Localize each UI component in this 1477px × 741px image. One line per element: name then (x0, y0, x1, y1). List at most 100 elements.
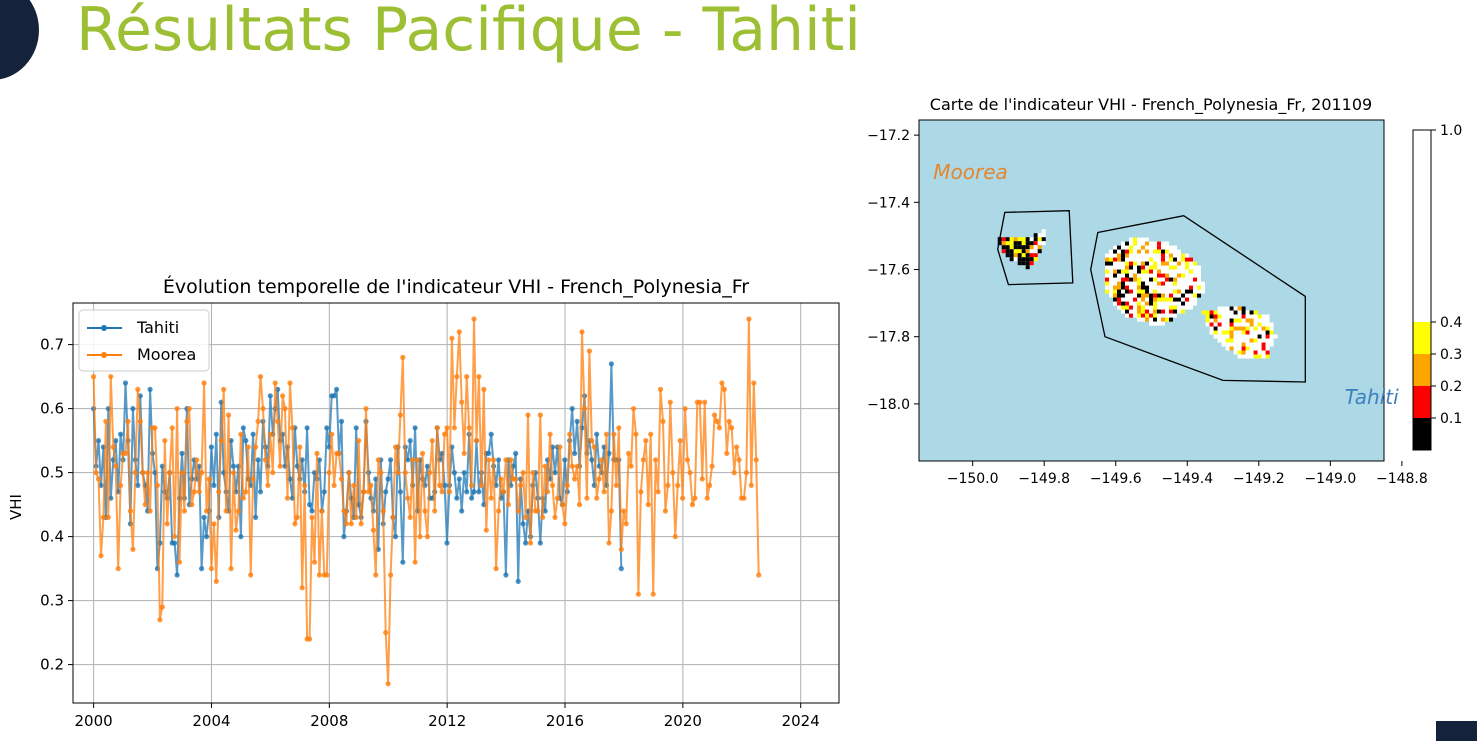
map-annotation-tahiti: Tahiti (1345, 385, 1399, 409)
vhi-pixel (1157, 317, 1161, 322)
vhi-pixel (1029, 249, 1034, 254)
vhi-pixel (1129, 253, 1133, 258)
data-point (608, 508, 615, 514)
vhi-pixel (1261, 330, 1266, 335)
x-tick-label: 2024 (782, 712, 820, 730)
vhi-pixel (1257, 354, 1262, 359)
vhi-pixel (1017, 237, 1022, 242)
vhi-pixel (1225, 310, 1230, 315)
vhi-pixel (1021, 245, 1026, 250)
vhi-pixel (1133, 277, 1137, 282)
vhi-pixel (1173, 309, 1177, 314)
vhi-pixel (1137, 285, 1141, 290)
data-point (734, 444, 740, 450)
vhi-pixel (1189, 261, 1193, 266)
vhi-pixel (1161, 289, 1165, 294)
data-point (260, 406, 266, 412)
data-point (405, 495, 411, 501)
vhi-pixel (1029, 237, 1034, 242)
y-tick-label: 0.4 (40, 528, 64, 546)
vhi-pixel (1249, 330, 1254, 335)
vhi-pixel (1037, 245, 1042, 250)
vhi-pixel (1237, 318, 1242, 323)
vhi-pixel (1233, 346, 1238, 351)
vhi-pixel (1245, 342, 1250, 347)
vhi-pixel (1221, 334, 1226, 339)
vhi-pixel (1029, 241, 1034, 246)
data-point (255, 418, 261, 424)
vhi-pixel (1137, 309, 1141, 314)
vhi-pixel (1113, 297, 1117, 302)
data-point (267, 431, 273, 437)
vhi-pixel (1213, 322, 1218, 327)
vhi-pixel (1237, 322, 1242, 327)
data-point (518, 482, 524, 488)
vhi-pixel (1013, 249, 1018, 254)
colorbar-bin (1413, 130, 1431, 322)
vhi-pixel (1157, 309, 1161, 314)
vhi-pixel (1105, 257, 1109, 262)
data-point (230, 470, 237, 476)
data-point (520, 470, 526, 476)
vhi-pixel (1121, 289, 1125, 294)
x-tick-label: 2008 (310, 712, 348, 730)
data-point (751, 380, 757, 386)
data-point (243, 489, 249, 495)
vhi-pixel (1121, 253, 1125, 258)
vhi-pixel (1129, 285, 1133, 290)
data-point (707, 482, 713, 488)
vhi-pixel (1165, 265, 1169, 270)
data-point (576, 502, 583, 508)
vhi-pixel (1145, 309, 1149, 314)
data-point (118, 431, 124, 437)
vhi-pixel (1205, 314, 1210, 319)
data-point (584, 495, 590, 501)
vhi-pixel (1129, 241, 1133, 246)
vhi-pixel (1261, 318, 1266, 323)
data-point (324, 572, 330, 578)
vhi-pixel (1109, 253, 1113, 258)
vhi-pixel (1161, 277, 1165, 282)
data-point (284, 495, 291, 501)
data-point (464, 374, 470, 380)
data-point (461, 470, 467, 476)
data-point (397, 412, 403, 418)
vhi-pixel (1153, 273, 1157, 278)
vhi-pixel (1125, 245, 1129, 250)
vhi-pixel (1161, 301, 1165, 306)
vhi-pixel (1141, 265, 1145, 270)
data-point (606, 540, 612, 546)
vhi-pixel (1141, 249, 1145, 254)
data-point (473, 438, 480, 444)
vhi-pixel (1113, 273, 1117, 278)
data-point (203, 508, 210, 514)
vhi-pixel (1229, 322, 1234, 327)
vhi-pixel (1233, 314, 1238, 319)
vhi-pixel (1237, 314, 1242, 319)
vhi-pixel (1241, 318, 1246, 323)
vhi-pixel (1257, 350, 1262, 355)
vhi-pixel (1141, 305, 1145, 310)
data-point (442, 431, 448, 437)
vhi-pixel (1121, 281, 1125, 286)
vhi-pixel (1169, 309, 1173, 314)
data-point (572, 450, 578, 456)
vhi-pixel (1129, 281, 1133, 286)
vhi-pixel (1177, 301, 1181, 306)
vhi-pixel (1257, 330, 1262, 335)
vhi-pixel (1217, 314, 1222, 319)
vhi-pixel (1197, 277, 1201, 282)
vhi-pixel (1141, 317, 1145, 322)
vhi-pixel (1189, 293, 1193, 298)
vhi-pixel (1109, 273, 1113, 278)
vhi-pixel (1009, 249, 1014, 254)
data-point (172, 534, 178, 540)
line-chart-legend: Tahiti Moorea (78, 309, 210, 372)
data-point (206, 476, 212, 482)
data-point (127, 508, 133, 514)
vhi-pixel (1237, 310, 1242, 315)
vhi-pixel (1009, 257, 1014, 262)
vhi-pixel (1029, 253, 1034, 258)
moorea-outline (997, 210, 1074, 286)
vhi-pixel (1125, 309, 1129, 314)
